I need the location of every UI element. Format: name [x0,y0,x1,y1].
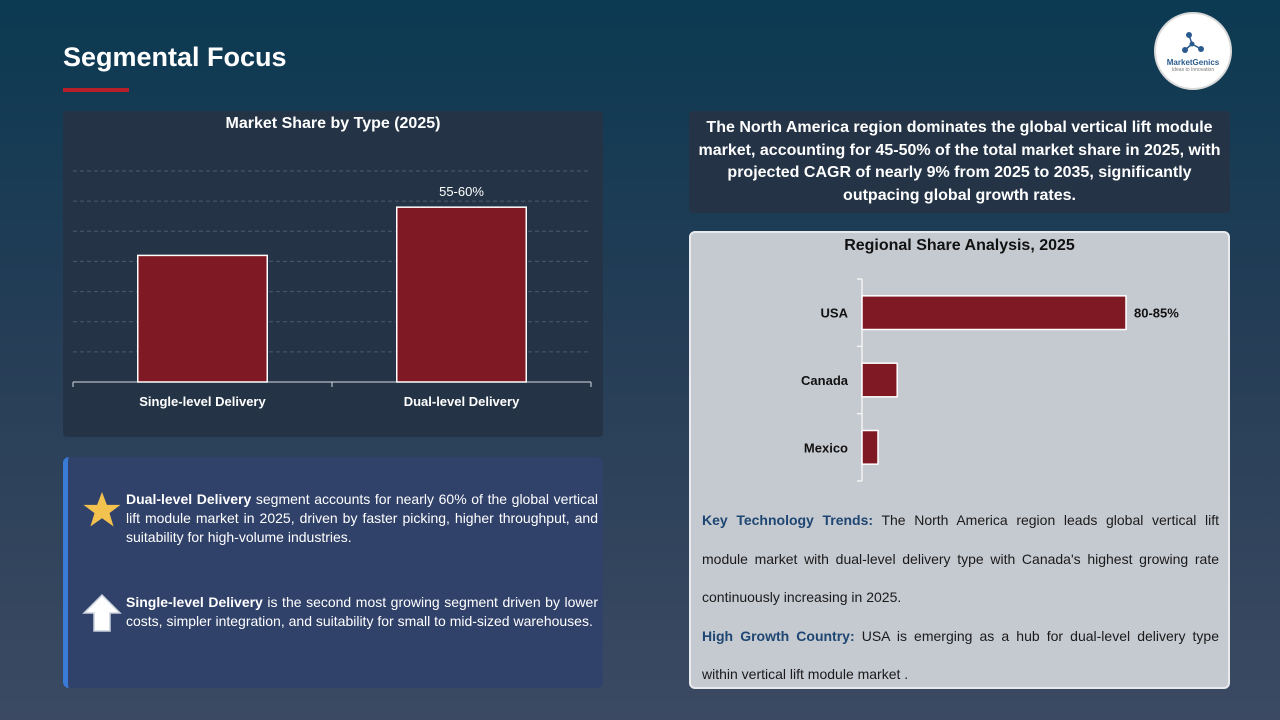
insight-single-level: Single-level Delivery is the second most… [78,593,598,633]
tech-trend-text: The North America region leads global ve… [702,512,1220,605]
insight-dual-level: Dual-level Delivery segment accounts for… [78,490,598,547]
y-tick-label: Canada [801,373,849,388]
data-label: 80-85% [1134,306,1179,321]
logo-tagline: Ideas to Innovation [1171,66,1215,73]
bar [861,295,1127,331]
molecule-icon [1182,31,1204,53]
y-tick-label: Mexico [804,440,848,455]
logo-name: MarketGenics [1166,57,1220,67]
title-underline [63,88,129,92]
regional-summary: The North America region dominates the g… [689,111,1230,213]
x-tick-label: Dual-level Delivery [404,394,520,409]
x-tick-label: Single-level Delivery [139,394,266,409]
market-share-chart-title: Market Share by Type (2025) [225,115,441,132]
regional-share-chart-title: Regional Share Analysis, 2025 [844,237,1075,254]
insight-text: Single-level Delivery is the second most… [126,594,598,629]
segment-insights: Dual-level Delivery segment accounts for… [63,457,603,688]
market-share-chart: Single-level Delivery Dual-level Delivery… [72,170,592,409]
star-icon [83,492,121,527]
bar [396,206,527,383]
y-tick-label: USA [821,306,849,321]
up-arrow-icon [82,593,122,632]
bar [861,429,879,465]
page-title: Segmental Focus [63,42,287,72]
data-label: 55-60% [439,184,484,199]
growth-country-label: High Growth Country: [702,627,855,644]
company-logo: MarketGenics Ideas to Innovation [1154,12,1232,90]
bar [861,362,898,398]
market-share-chart-panel: Single-level Delivery Dual-level Delivery… [63,111,603,437]
bar [137,254,268,383]
regional-share-chart: USA 80-85% Canada Mexico [801,278,1179,482]
insight-text: Dual-level Delivery segment accounts for… [126,491,599,545]
trend-notes: Key Technology Trends: The North America… [702,501,1219,694]
growth-country-text: USA is emerging as a hub for dual-level … [702,627,1220,683]
tech-trend-label: Key Technology Trends: [702,512,874,528]
regional-share-panel: USA 80-85% Canada Mexico Regional Share Ana… [689,231,1230,689]
